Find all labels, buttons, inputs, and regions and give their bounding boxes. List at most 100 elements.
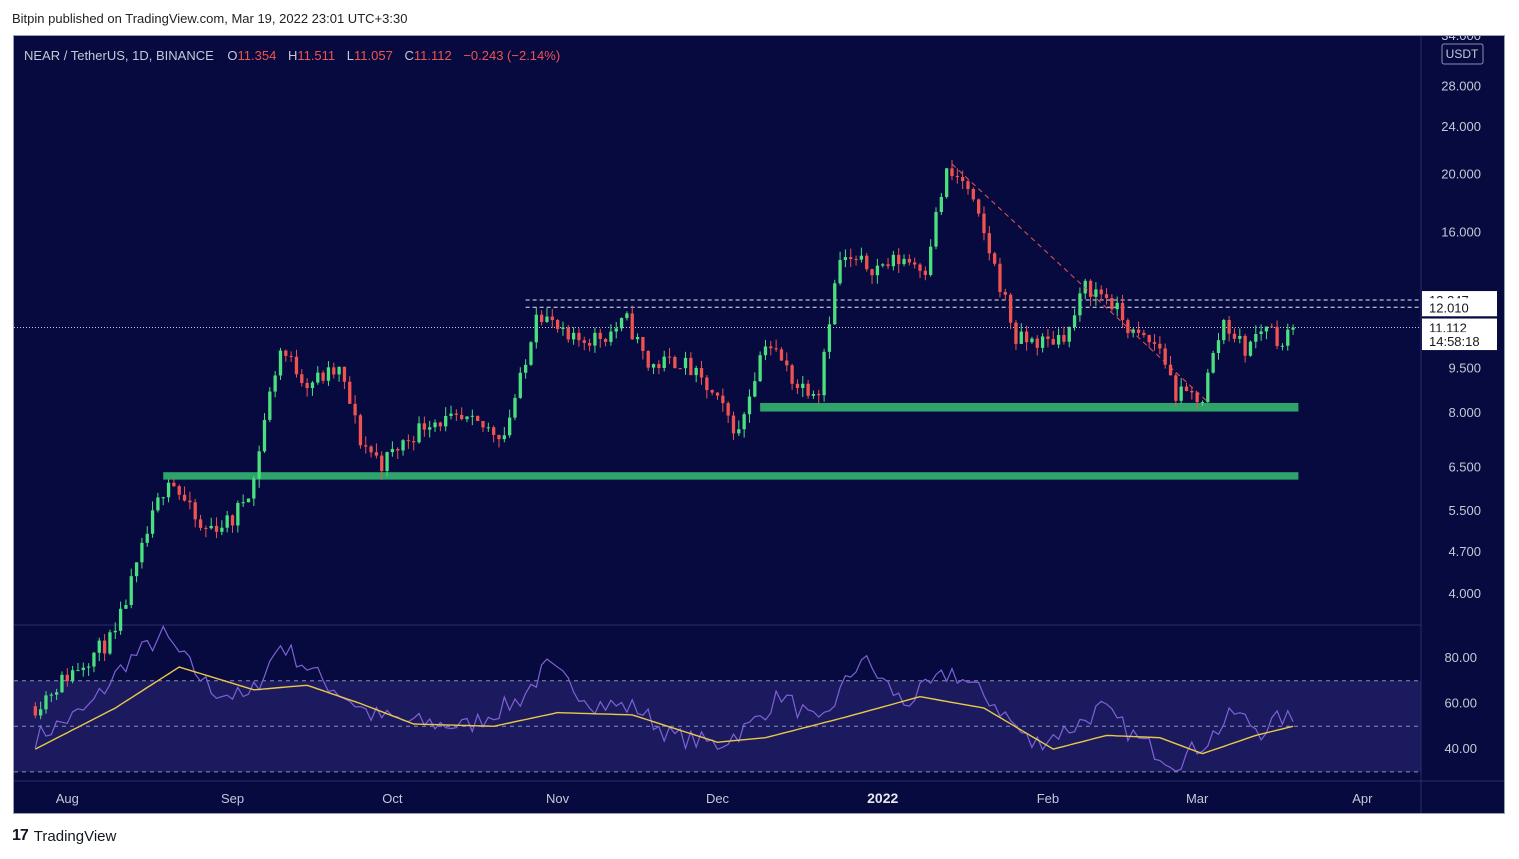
candle	[982, 206, 986, 241]
candle	[689, 352, 693, 376]
candle	[625, 311, 629, 321]
candle	[1163, 343, 1167, 369]
candle	[603, 337, 608, 347]
candle	[326, 361, 331, 386]
candle	[523, 359, 528, 379]
candle	[1243, 333, 1247, 363]
time-tick-label: Apr	[1352, 791, 1373, 806]
rsi-panel	[14, 624, 1504, 773]
candle	[534, 307, 538, 349]
candle	[172, 478, 176, 488]
publish-attribution: Bitpin published on TradingView.com, Mar…	[12, 11, 408, 26]
candle	[918, 262, 922, 278]
chart-legend: NEAR / TetherUS, 1D, BINANCE O11.354 H11…	[24, 48, 560, 63]
candle	[619, 317, 624, 332]
candle	[150, 501, 155, 538]
legend-high-value: 11.511	[297, 48, 335, 63]
candle	[396, 447, 400, 459]
candle	[822, 348, 826, 402]
candle	[934, 207, 938, 250]
candle	[225, 510, 229, 533]
candle	[801, 376, 805, 398]
price-tick-label: 28.000	[1441, 79, 1481, 94]
rsi-ma-line	[34, 666, 1294, 755]
dashed-levels	[14, 299, 1421, 329]
time-axis[interactable]: Aug Sep Oct Nov Dec 2022 Feb Mar Apr	[14, 780, 1504, 806]
candle	[289, 351, 293, 362]
candle	[497, 434, 501, 448]
candle	[433, 419, 437, 432]
candle	[481, 421, 485, 433]
candle	[939, 192, 943, 216]
candle	[1142, 329, 1146, 338]
candle	[257, 445, 261, 488]
candle	[1030, 336, 1034, 344]
candle	[70, 665, 75, 684]
candle	[1259, 324, 1263, 341]
candle	[1136, 321, 1141, 337]
time-tick-label: Mar	[1186, 791, 1209, 806]
candle	[390, 441, 395, 457]
candle	[849, 248, 853, 268]
candle	[1147, 334, 1151, 348]
candle	[241, 494, 245, 507]
candle	[790, 363, 794, 390]
rsi-tick-label: 40.00	[1444, 741, 1477, 756]
candle	[262, 413, 267, 453]
candle	[1238, 328, 1242, 344]
candle	[859, 247, 864, 263]
candle	[417, 416, 421, 444]
tradingview-brand[interactable]: 17 TradingView	[12, 827, 116, 845]
candle	[1126, 318, 1130, 339]
candle	[763, 339, 768, 361]
price-tick-label: 16.000	[1441, 224, 1481, 239]
candle	[486, 422, 490, 432]
candle	[145, 526, 149, 547]
candle	[1248, 340, 1253, 357]
candle	[913, 257, 917, 269]
trendline-layer	[951, 163, 1209, 403]
candle	[1227, 315, 1231, 342]
currency-badge[interactable]: USDT	[1441, 43, 1484, 65]
price-label-text: 11.112	[1429, 321, 1467, 336]
candle	[369, 444, 373, 458]
support-zone[interactable]	[163, 472, 1299, 480]
candle	[992, 251, 997, 267]
candle	[795, 379, 800, 394]
support-zones	[163, 402, 1299, 480]
candle	[470, 409, 474, 426]
candle	[348, 376, 352, 404]
descending-trendline[interactable]	[951, 163, 1209, 403]
candle	[1094, 282, 1098, 306]
candle	[961, 170, 965, 190]
candle	[721, 388, 725, 412]
candle	[310, 381, 315, 396]
candle	[1184, 382, 1189, 392]
candle	[1206, 368, 1210, 404]
candle	[406, 434, 411, 449]
candle	[529, 341, 533, 366]
candle	[113, 622, 117, 640]
chart-canvas[interactable]: 34.00028.00024.00020.00016.00012.0009.50…	[14, 36, 1504, 813]
candle	[561, 321, 565, 336]
candle	[1051, 331, 1055, 346]
candle	[966, 179, 970, 195]
candle	[305, 378, 309, 397]
candle	[1291, 324, 1295, 335]
candle	[774, 339, 778, 352]
price-tick-label: 34.000	[1441, 36, 1481, 43]
candle	[438, 421, 443, 432]
support-zone[interactable]	[760, 402, 1299, 412]
chart-frame[interactable]: 34.00028.00024.00020.00016.00012.0009.50…	[13, 35, 1505, 814]
candle	[97, 637, 101, 662]
candle	[673, 355, 677, 369]
candle	[566, 324, 570, 343]
time-tick-label: Sep	[221, 791, 244, 806]
candle	[1062, 326, 1066, 345]
candle	[156, 492, 160, 513]
candle	[230, 514, 235, 533]
candle	[641, 336, 645, 360]
price-axis[interactable]: 34.00028.00024.00020.00016.00012.0009.50…	[1420, 36, 1504, 813]
candle	[683, 351, 688, 375]
legend-close-value: 11.112	[414, 48, 452, 63]
